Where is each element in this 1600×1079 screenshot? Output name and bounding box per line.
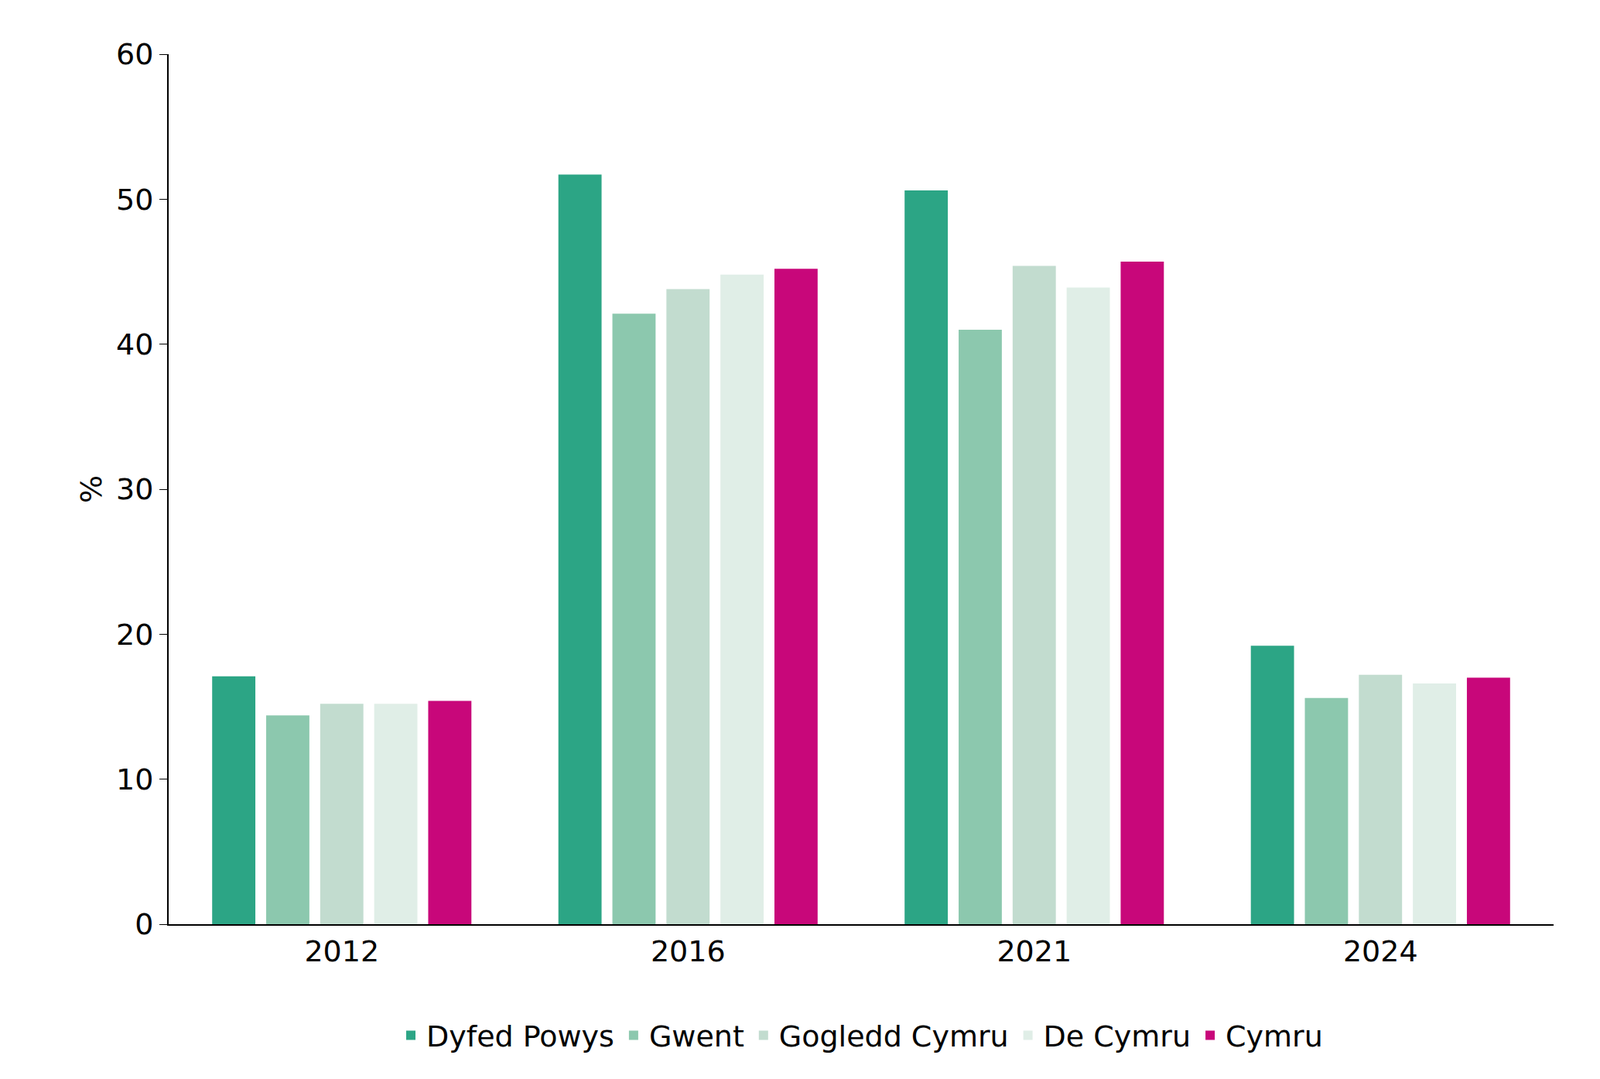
svg-text:Cymru: Cymru — [1225, 1018, 1324, 1053]
svg-text:30: 30 — [116, 471, 154, 506]
svg-text:Dyfed Powys: Dyfed Powys — [426, 1018, 615, 1053]
svg-text:50: 50 — [116, 182, 154, 217]
svg-text:De Cymru: De Cymru — [1043, 1018, 1191, 1053]
svg-text:40: 40 — [116, 327, 154, 362]
svg-text:Gogledd Cymru: Gogledd Cymru — [779, 1018, 1009, 1053]
svg-text:2024: 2024 — [1343, 933, 1419, 968]
svg-text:2021: 2021 — [996, 933, 1072, 968]
svg-text:2012: 2012 — [304, 933, 380, 968]
svg-text:%: % — [74, 475, 109, 503]
svg-text:2016: 2016 — [650, 933, 726, 968]
svg-text:20: 20 — [116, 617, 154, 652]
svg-text:Gwent: Gwent — [649, 1018, 745, 1053]
svg-text:60: 60 — [116, 37, 154, 72]
svg-text:0: 0 — [134, 906, 154, 941]
svg-text:10: 10 — [116, 762, 154, 797]
